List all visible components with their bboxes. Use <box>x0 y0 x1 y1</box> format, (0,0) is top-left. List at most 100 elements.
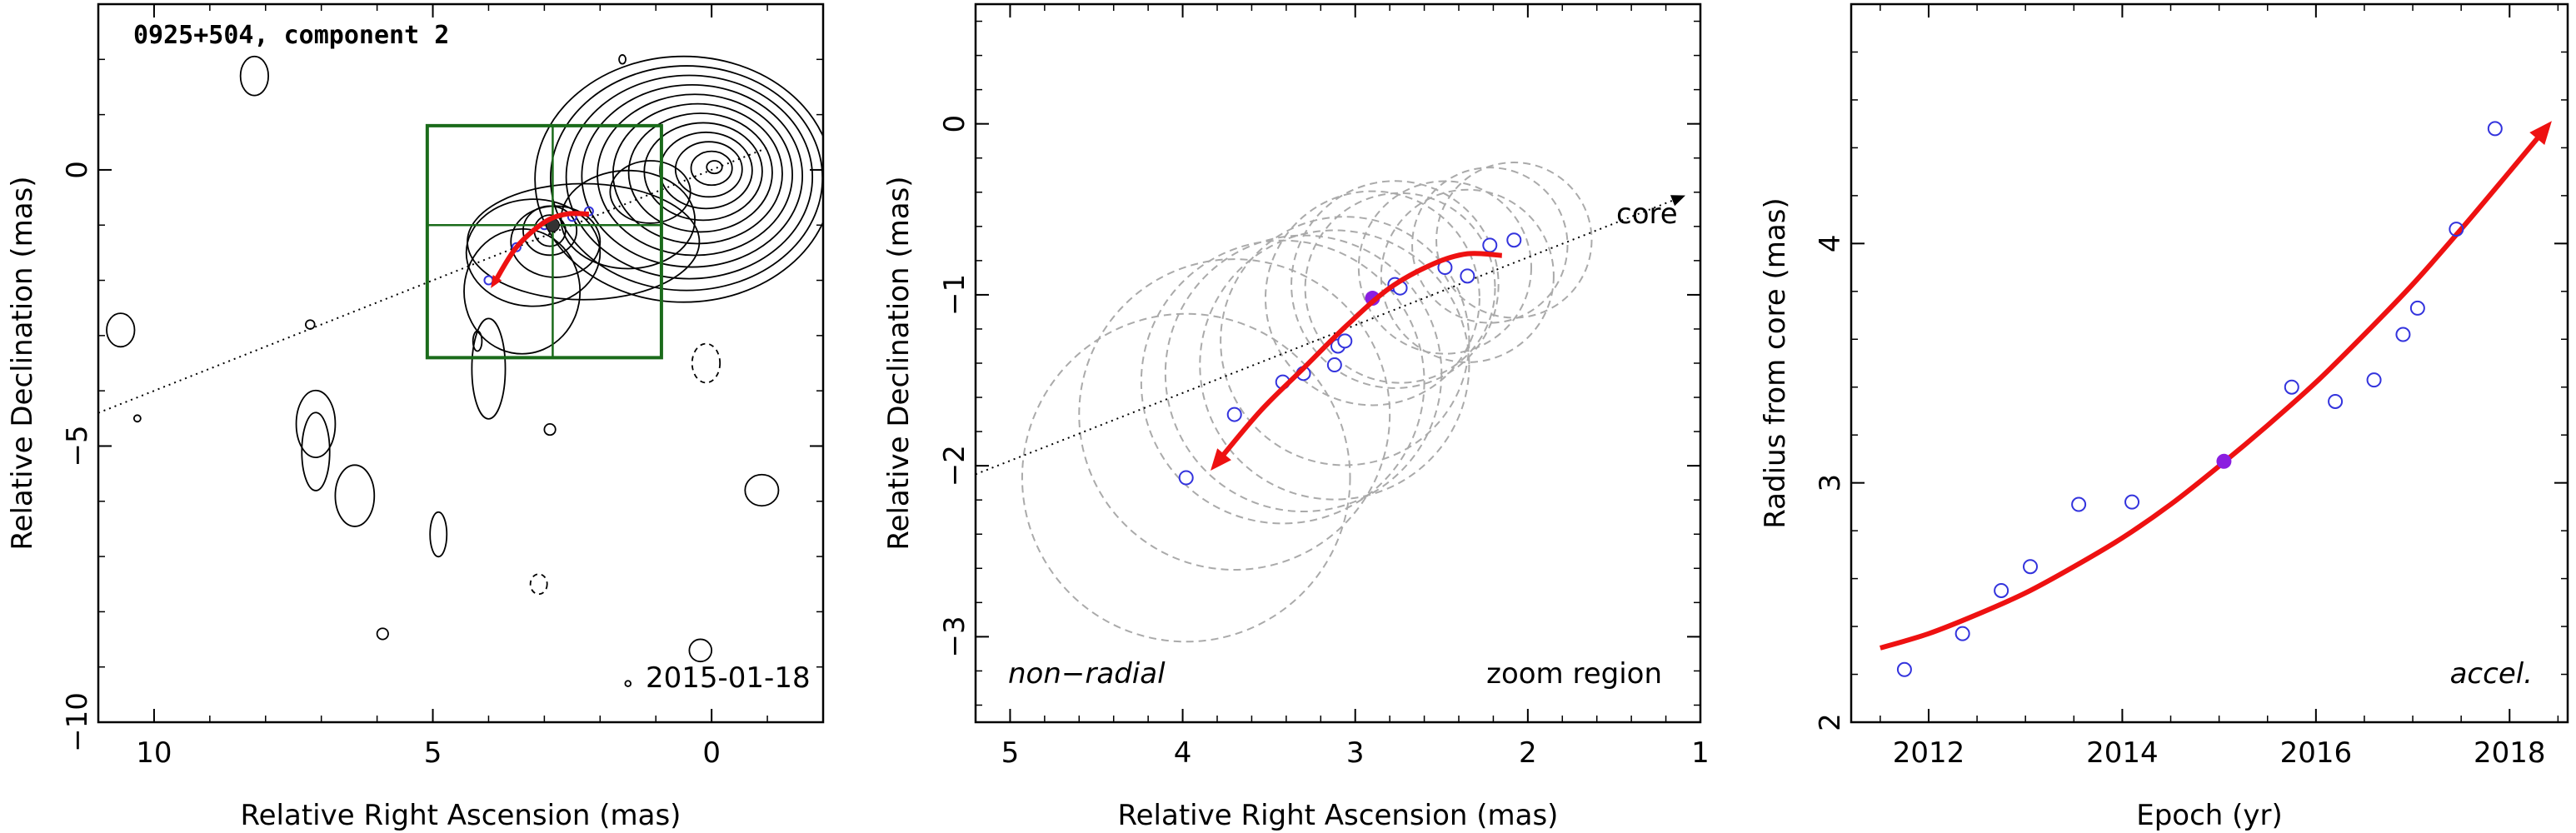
epoch-point <box>2487 121 2503 137</box>
fit-circle <box>1078 258 1391 571</box>
epoch-point <box>511 242 522 252</box>
zoom-annotation-left: non−radial <box>1008 657 1166 691</box>
contour-map-panel: 10 5 0 0 −5 −10 0925+504, component 2 2015-01… <box>6 2 825 832</box>
zoom-xlabel: Relative Right Ascension (mas) <box>1118 799 1559 832</box>
core-direction-line <box>97 147 768 414</box>
radius-epoch-frame <box>1850 2 2569 724</box>
zoom-plot-area <box>976 162 1686 643</box>
zoom-xtick-label: 2 <box>1519 736 1537 770</box>
radius-epoch-xtick-label: 2016 <box>2280 736 2353 770</box>
epoch-point <box>1178 470 1194 486</box>
radius-epoch-ytick-label: 3 <box>1814 474 1847 492</box>
noise-contour <box>106 312 136 348</box>
epoch-point <box>1954 626 1970 641</box>
radius-epoch-ytick-label: 4 <box>1814 235 1847 253</box>
trajectory-arrowhead <box>491 275 502 288</box>
core-contour <box>550 65 823 292</box>
core-contour <box>706 160 723 175</box>
epoch-point <box>2284 379 2299 395</box>
noise-contour <box>305 319 316 330</box>
zoom-xtick-label: 3 <box>1346 736 1365 770</box>
epoch-point <box>2409 300 2425 316</box>
fit-circle <box>1199 229 1470 501</box>
noise-contour <box>543 422 557 436</box>
core-contour <box>581 83 804 268</box>
negative-contour <box>529 573 548 596</box>
jet-contour <box>510 205 602 278</box>
noise-contour <box>132 414 142 423</box>
fit-circle <box>1411 167 1569 324</box>
epoch-point <box>1482 237 1498 253</box>
trajectory-arrowhead <box>2529 121 2552 145</box>
noise-contour <box>301 412 331 491</box>
epoch-point <box>2328 393 2344 409</box>
noise-contour <box>688 638 713 663</box>
core-contour <box>565 74 814 280</box>
contour-map-ytick-label: 0 <box>61 161 94 179</box>
radius-epoch-xtick-label: 2014 <box>2086 736 2159 770</box>
epoch-point <box>483 275 494 286</box>
noise-contour <box>624 680 632 687</box>
core-contour <box>674 141 743 198</box>
fit-circle <box>1380 188 1555 363</box>
contour-map-date: 2015-01-18 <box>646 661 811 695</box>
fit-circle <box>1265 190 1480 407</box>
contour-map-ytick-label: −5 <box>61 425 94 466</box>
epoch-point <box>2124 494 2140 510</box>
epoch-point <box>1896 661 1912 677</box>
contour-map-xtick-label: 0 <box>702 736 721 770</box>
zoom-ytick-label: 0 <box>938 115 971 133</box>
contour-map-title: 0925+504, component 2 <box>133 21 449 50</box>
negative-contour <box>691 342 721 384</box>
trajectory-arrowhead <box>1211 448 1231 471</box>
core-contour <box>627 112 773 233</box>
epoch-point <box>1337 333 1353 349</box>
epoch-point <box>1460 268 1475 284</box>
core-contour <box>690 150 733 187</box>
contour-map-xlabel: Relative Right Ascension (mas) <box>241 799 681 832</box>
contour-map-xtick-label: 5 <box>424 736 442 770</box>
core-direction-arrowhead <box>1670 195 1685 207</box>
fit-circle <box>1021 312 1351 643</box>
contour-map-frame <box>97 2 825 724</box>
zoom-marks: 5 4 3 2 1 0 −1 −2 −3 <box>938 4 1710 770</box>
trajectory-curve <box>1880 129 2546 651</box>
radius-epoch-xtick-label: 2018 <box>2474 736 2546 770</box>
radius-epoch-ylabel: Radius from core (mas) <box>1759 197 1792 528</box>
radio-contours <box>106 54 823 687</box>
trajectory-curve <box>1215 251 1503 464</box>
fit-circle <box>1220 216 1470 466</box>
epoch-point <box>2395 327 2411 342</box>
zoom-xtick-label: 4 <box>1174 736 1192 770</box>
jet-contour <box>465 198 602 307</box>
noise-contour <box>334 464 376 527</box>
jet-contour <box>609 160 691 224</box>
noise-contour <box>239 55 270 97</box>
core-label: core <box>1616 197 1678 231</box>
noise-contour <box>744 473 780 507</box>
zoom-xtick-label: 5 <box>1001 736 1020 770</box>
zoom-ytick-label: −3 <box>938 616 971 657</box>
radius-epoch-ytick-label: 2 <box>1814 713 1847 731</box>
contour-map-ylabel: Relative Declination (mas) <box>6 176 39 550</box>
core-contour <box>612 102 783 245</box>
noise-contour <box>472 330 483 352</box>
fit-circle <box>1304 192 1496 384</box>
noise-contour <box>429 511 448 558</box>
zoom-box <box>425 123 663 360</box>
epoch-point <box>1506 232 1522 248</box>
radius-epoch-marks: 2012 2014 2016 2018 2 3 4 <box>1814 4 2568 770</box>
current-epoch-point <box>2216 453 2232 469</box>
radius-epoch-xlabel: Epoch (yr) <box>2136 799 2283 832</box>
radius-epoch-xtick-label: 2012 <box>1893 736 1965 770</box>
zoom-panel: 5 4 3 2 1 0 −1 −2 −3 non−radial zoom region core… <box>882 2 1710 832</box>
epoch-point <box>2449 222 2464 237</box>
epoch-point <box>2023 559 2038 575</box>
fit-circle <box>1435 162 1593 319</box>
noise-contour <box>618 54 627 65</box>
core-contour <box>597 93 793 257</box>
epoch-point <box>1226 407 1242 422</box>
zoom-ylabel: Relative Declination (mas) <box>882 176 916 550</box>
noise-contour <box>295 389 337 458</box>
